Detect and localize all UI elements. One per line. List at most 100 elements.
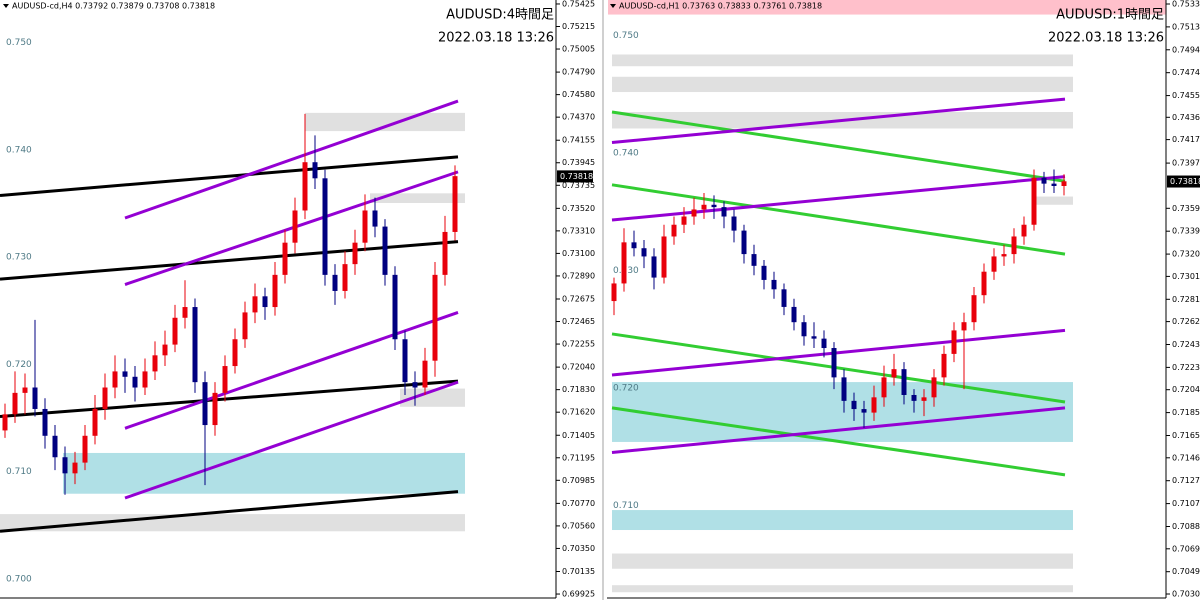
chart-subtitle: 2022.03.18 13:26 [438, 31, 554, 46]
header-arrow [3, 4, 9, 8]
candle-body [831, 348, 837, 378]
candle-body [971, 295, 977, 323]
trendline [611, 110, 1066, 183]
candle-body [771, 279, 777, 290]
zone [0, 514, 465, 532]
trendline [124, 310, 459, 430]
candle-body [811, 336, 817, 339]
candle-body [621, 242, 627, 284]
candle-body [861, 409, 867, 413]
candle-body [941, 353, 947, 378]
last-price-label: 0.73818 [560, 172, 593, 181]
trendline [0, 490, 459, 533]
trendline [0, 240, 459, 281]
level-label: 0.720 [613, 383, 639, 393]
trendline [611, 183, 1066, 256]
candle-body [162, 344, 168, 356]
zone [1034, 196, 1073, 205]
level-label: 0.750 [6, 38, 32, 48]
last-price-label: 0.73818 [1170, 177, 1200, 186]
candle-body [42, 408, 48, 436]
y-tick-label: 0.75215 [562, 22, 595, 31]
level-label: 0.710 [6, 467, 32, 477]
level-label: 0.720 [6, 360, 32, 370]
y-tick-label: 0.72465 [562, 317, 595, 326]
candle-body [252, 296, 258, 313]
zone [400, 388, 465, 407]
y-tick-label: 0.70495 [1172, 567, 1200, 576]
y-tick-label: 0.72040 [562, 363, 595, 372]
y-tick-label: 0.75135 [1172, 22, 1200, 31]
candle-body [192, 307, 198, 383]
plot-area: 0.750 0.740 0.730 0.720 0.710 0.700 [0, 38, 465, 584]
candle-body [1001, 254, 1007, 257]
y-tick-label: 0.74745 [1172, 68, 1200, 77]
candle-body [182, 307, 188, 318]
level-label: 0.730 [6, 253, 32, 263]
candle-body [991, 256, 997, 272]
level-label: 0.740 [6, 145, 32, 155]
y-tick-label: 0.73100 [562, 249, 595, 258]
y-tick-label: 0.71655 [1172, 431, 1200, 440]
candle-body [901, 369, 907, 395]
header-arrow [610, 4, 616, 8]
candle-body [791, 306, 797, 323]
candle-body [2, 414, 8, 431]
y-tick-label: 0.71195 [562, 453, 595, 462]
candle-body [751, 254, 757, 266]
candle-body [232, 339, 238, 367]
trendline [611, 175, 1066, 222]
chart-header: AUDUSD-cd,H4 0.73792 0.73879 0.73708 0.7… [12, 2, 215, 11]
candle-body [711, 204, 717, 208]
zone [612, 76, 1073, 93]
y-tick-label: 0.71465 [1172, 453, 1200, 462]
trendline [611, 328, 1066, 377]
candle-body [62, 457, 68, 474]
candle-body [871, 397, 877, 413]
y-tick-label: 0.73395 [1172, 227, 1200, 236]
candle-body [412, 382, 418, 388]
last-price-marker [1167, 175, 1200, 188]
candle-body [122, 371, 128, 377]
zone [612, 553, 1073, 569]
candle-body [731, 216, 737, 231]
candle-body [641, 248, 647, 257]
candle-body [1011, 236, 1017, 255]
candle-body [631, 242, 637, 249]
candle-body [152, 355, 158, 372]
candle-body [741, 230, 747, 255]
candle-body [132, 376, 138, 388]
candle-body [661, 236, 667, 278]
y-tick-label: 0.73310 [562, 226, 595, 235]
candle-body [611, 283, 617, 302]
level-label: 0.750 [613, 31, 639, 41]
candle-body [332, 274, 338, 291]
candle-body [432, 274, 438, 361]
candle-body [671, 224, 677, 237]
y-tick-label: 0.74155 [562, 136, 595, 145]
candle-body [402, 339, 408, 383]
y-tick-label: 0.70305 [1172, 590, 1200, 599]
candle-body [911, 394, 917, 401]
y-tick-label: 0.71830 [562, 385, 595, 394]
candle-body [1031, 177, 1037, 225]
y-tick-label: 0.72045 [1172, 385, 1200, 394]
candle-body [1061, 181, 1067, 186]
candle-body [292, 210, 298, 243]
y-tick-label: 0.72625 [1172, 317, 1200, 326]
candle-body [202, 382, 208, 426]
candle-body [781, 289, 787, 307]
candle-body [681, 216, 687, 225]
chart-title: AUDUSD:4時間足 [446, 8, 554, 23]
candle-body [721, 207, 727, 217]
chart-subtitle: 2022.03.18 13:26 [1048, 31, 1164, 46]
candle-body [891, 369, 897, 378]
candle-body [282, 242, 288, 275]
